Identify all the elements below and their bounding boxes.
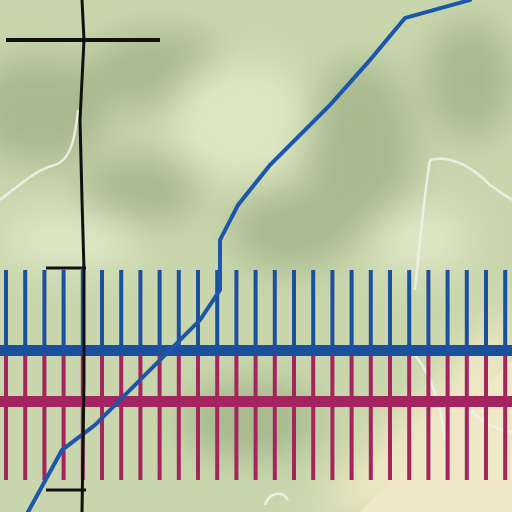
- corridor-tick: [176, 270, 181, 356]
- corridor-tick: [503, 270, 508, 356]
- corridor-tick: [464, 356, 469, 480]
- stream-line: [469, 409, 512, 434]
- corridor-tick: [272, 356, 277, 480]
- corridor-tick: [176, 356, 181, 480]
- corridor-tick: [349, 356, 354, 480]
- corridor-tick: [138, 356, 143, 480]
- corridor-tick: [368, 270, 373, 356]
- route-line[interactable]: [26, 0, 472, 512]
- corridor-tick: [311, 356, 316, 480]
- corridor-tick: [196, 356, 200, 480]
- stream-line: [429, 157, 512, 202]
- corridor-tick: [311, 270, 316, 356]
- stream-line: [409, 349, 447, 441]
- corridor-tick: [388, 270, 392, 356]
- corridor-tick: [61, 356, 66, 480]
- corridor-tick: [484, 270, 488, 356]
- corridor-tick: [484, 356, 488, 480]
- corridor-ticks-blue: [4, 270, 508, 356]
- corridor-tick: [503, 356, 508, 480]
- ridge-shade: [425, 20, 512, 140]
- slope-highlight: [170, 60, 310, 180]
- corridor-tick: [464, 270, 469, 356]
- ridge-shade: [180, 380, 320, 460]
- corridor-tick: [42, 356, 47, 480]
- corridor-tick: [253, 270, 258, 356]
- slope-highlight: [0, 210, 140, 270]
- corridor-tick: [23, 270, 28, 356]
- corridor-tick: [138, 270, 143, 356]
- corridor-tick: [157, 270, 162, 356]
- corridor-tick: [215, 270, 220, 356]
- corridor-tick: [292, 270, 296, 356]
- corridor-tick: [407, 356, 412, 480]
- ridge-shade: [230, 190, 350, 270]
- corridor-tick: [196, 270, 200, 356]
- corridor-tick: [234, 356, 239, 480]
- corridor-tick: [426, 270, 431, 356]
- corridor-tick: [445, 270, 450, 356]
- corridor-tick: [349, 270, 354, 356]
- corridor-tick: [272, 270, 277, 356]
- corridor-tick: [157, 356, 162, 480]
- corridor-tick: [330, 356, 335, 480]
- corridor-tick: [426, 356, 431, 480]
- corridor-tick: [292, 356, 296, 480]
- stream-line: [263, 492, 290, 506]
- corridor-tick: [215, 356, 220, 480]
- stream-lines: [0, 109, 512, 506]
- corridor-tick: [42, 270, 47, 356]
- corridor-tick: [368, 356, 373, 480]
- corridor-tick: [4, 270, 8, 356]
- corridor-tick: [253, 356, 258, 480]
- corridor-tick: [61, 270, 66, 356]
- corridor-tick: [119, 356, 124, 480]
- corridor-tick: [4, 356, 8, 480]
- corridor-tick: [407, 270, 412, 356]
- corridor-tick: [119, 270, 124, 356]
- corridor-tick: [445, 356, 450, 480]
- corridor-tick: [388, 356, 392, 480]
- boundary-line[interactable]: [6, 0, 160, 512]
- stream-line: [0, 109, 80, 201]
- corridor-tick: [234, 270, 239, 356]
- stream-line: [413, 159, 432, 291]
- ridge-shade: [80, 155, 200, 225]
- corridor-tick: [23, 356, 28, 480]
- corridor-tick: [330, 270, 335, 356]
- corridor-tick: [100, 270, 104, 356]
